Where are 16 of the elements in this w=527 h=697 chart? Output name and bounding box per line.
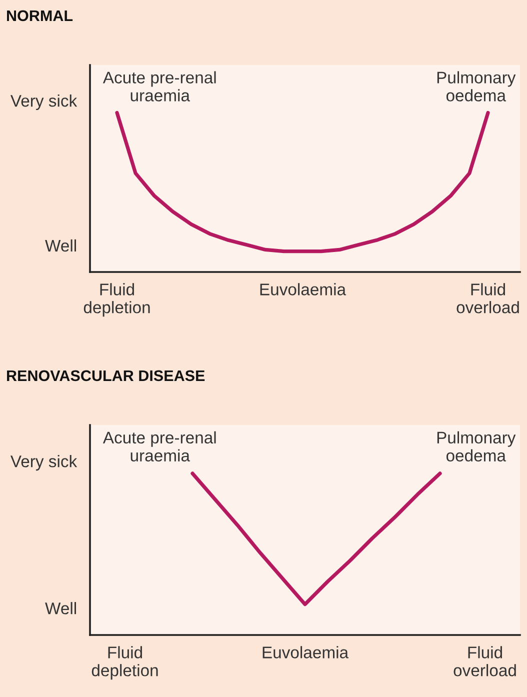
text: Pulmonary oedema [437, 71, 516, 102]
x-tick-label: Fluid overload [456, 283, 519, 314]
text: Pulmonary oedema [437, 431, 516, 462]
text: Acute pre-renal uraemia [102, 431, 216, 462]
chart-title: NORMAL [7, 10, 73, 22]
text: Well [45, 602, 76, 614]
text: Acute pre-renal uraemia [102, 71, 216, 102]
chart-title: RENOVASCULAR DISEASE [7, 370, 205, 382]
text: Very sick [10, 94, 78, 110]
x-tick-label: Euvolaemia [260, 283, 346, 296]
x-tick-label: Fluid depletion [84, 283, 150, 317]
x-tick-label: Fluid depletion [92, 646, 158, 680]
x-tick-label: Fluid overload [454, 646, 516, 676]
text: Well [45, 239, 76, 252]
text: Very sick [10, 455, 78, 471]
x-tick-label: Euvolaemia [262, 646, 349, 658]
